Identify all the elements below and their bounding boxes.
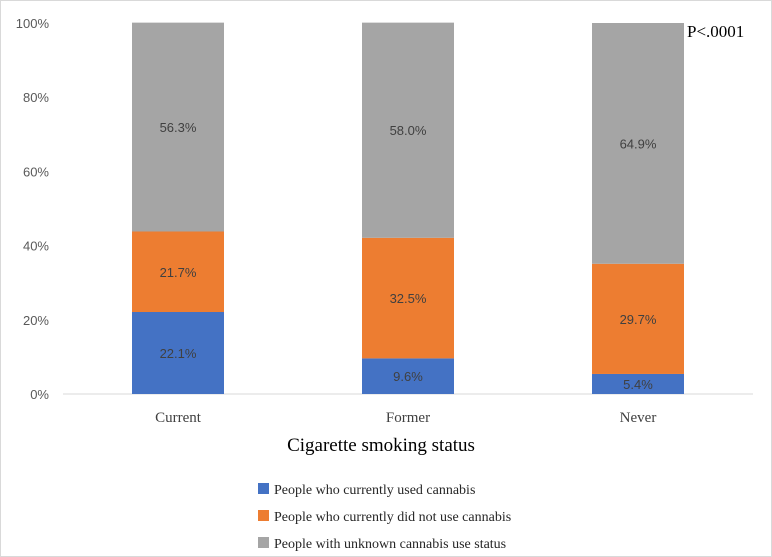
category-label: Current [155, 410, 202, 426]
bars: 22.1% 21.7% 56.3% 9.6% 32.5% 58.0% 5.4% 29.7% 64… [132, 22, 684, 394]
bar-segment [362, 358, 454, 394]
category-label: Never [620, 410, 657, 426]
legend-swatch [258, 510, 269, 521]
data-label: 64.9% [620, 136, 657, 151]
data-label: 22.1% [160, 346, 197, 361]
legend-label: People who currently did not use cannabi… [274, 510, 511, 525]
bar-segment [362, 22, 454, 238]
bar-segment [362, 237, 454, 359]
data-label: 9.6% [393, 369, 423, 384]
legend-label: People with unknown cannabis use status [274, 537, 506, 552]
legend-swatch [258, 537, 269, 548]
bar-segment [592, 373, 684, 394]
y-tick-label: 80% [23, 90, 49, 105]
bar-segment [132, 22, 224, 232]
bar-segment [592, 23, 684, 264]
bar-segment [132, 231, 224, 313]
y-tick-label: 40% [23, 239, 49, 254]
p-value-annotation: P<.0001 [687, 22, 744, 41]
data-label: 56.3% [160, 120, 197, 135]
data-label: 58.0% [390, 123, 427, 138]
legend-swatch [258, 483, 269, 494]
data-label: 21.7% [160, 265, 197, 280]
data-label: 29.7% [620, 312, 657, 327]
data-label: 5.4% [623, 377, 653, 392]
legend: People who currently used cannabis People… [258, 483, 511, 552]
y-tick-label: 60% [23, 164, 49, 179]
x-axis-title: Cigarette smoking status [287, 435, 475, 456]
y-tick-label: 0% [30, 387, 49, 402]
legend-label: People who currently used cannabis [274, 483, 475, 498]
bar-segment [132, 312, 224, 394]
y-tick-label: 20% [23, 313, 49, 328]
category-labels: Current Former Never [155, 410, 656, 426]
y-tick-label: 100% [16, 16, 50, 31]
category-label: Former [386, 410, 430, 426]
y-axis-ticks: 0% 20% 40% 60% 80% 100% [16, 16, 50, 402]
bar-segment [592, 263, 684, 374]
data-label: 32.5% [390, 291, 427, 306]
